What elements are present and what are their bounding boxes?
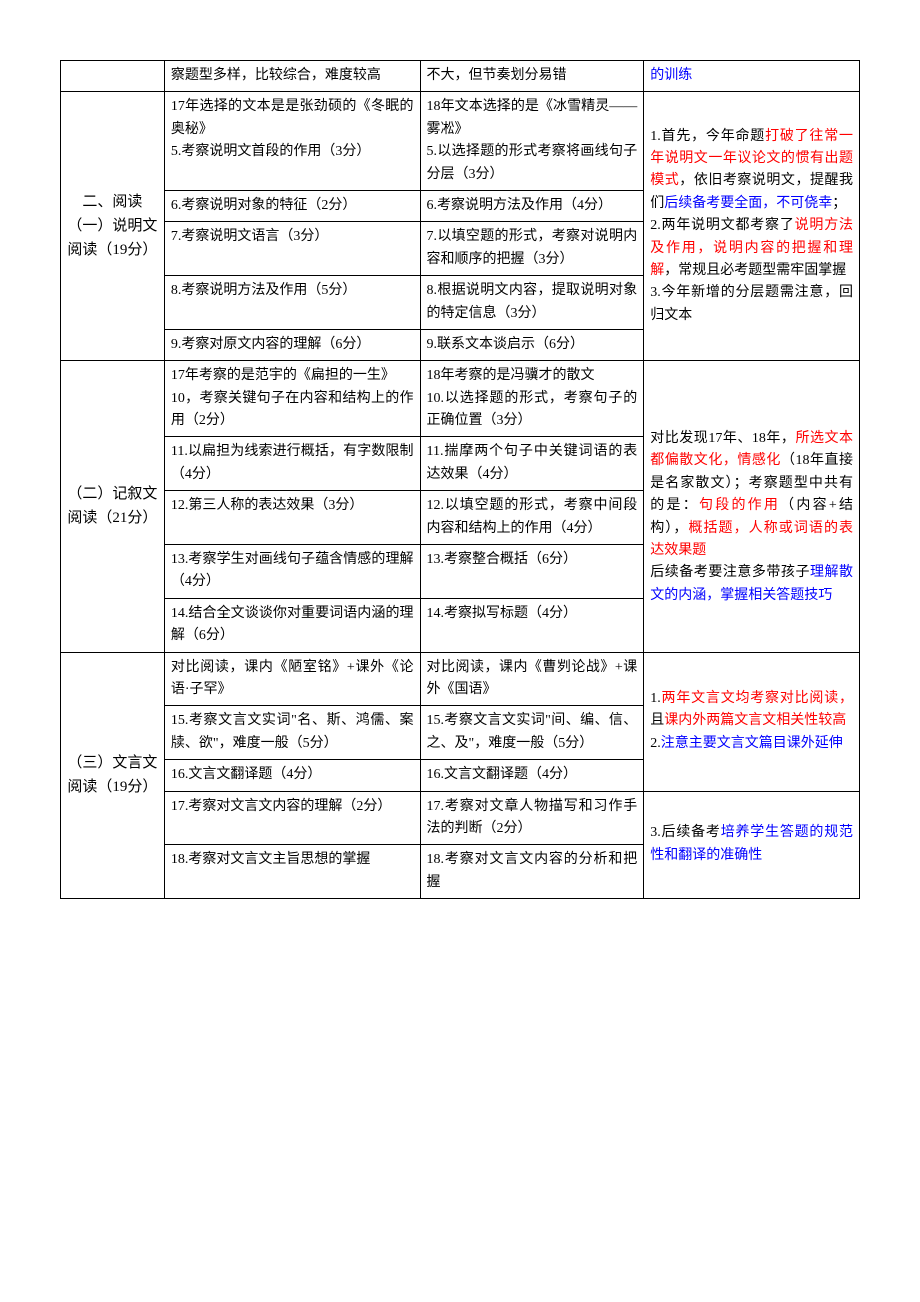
cell-2018: 14.考察拟写标题（4分） (420, 598, 644, 652)
cell-2018: 9.联系文本谈启示（6分） (420, 329, 644, 360)
cell-2018: 不大，但节奏划分易错 (420, 61, 644, 92)
t: 课内外两篇文言文相关性较高 (664, 713, 846, 728)
table-row: 察题型多样，比较综合，难度较高 不大，但节奏划分易错 的训练 (61, 61, 860, 92)
cell-2017: 9.考察对原文内容的理解（6分） (164, 329, 420, 360)
cell-2017: 18.考察对文言文主旨思想的掌握 (164, 845, 420, 899)
t: 2. (650, 736, 661, 751)
t: 1. (650, 691, 661, 706)
cell-comment: 对比发现17年、18年，所选文本都偏散文化，情感化（18年直接是名家散文）；考察… (644, 361, 860, 652)
t: 3.后续备考 (650, 825, 720, 840)
cell-2017: 11.以扁担为线索进行概括，有字数限制（4分） (164, 437, 420, 491)
section-label: 二、阅读（一）说明文阅读（19分） (61, 92, 165, 361)
cell-2018: 6.考察说明方法及作用（4分） (420, 190, 644, 221)
section-label: （二）记叙文阅读（21分） (61, 361, 165, 652)
section-label: （三）文言文阅读（19分） (61, 652, 165, 899)
cell-2017: 17.考察对文言文内容的理解（2分） (164, 791, 420, 845)
cell-2018: 18年考察的是冯骥才的散文 10.以选择题的形式，考察句子的正确位置（3分） (420, 361, 644, 437)
cell-2017: 对比阅读，课内《陋室铭》+课外《论语·子罕》 (164, 652, 420, 706)
t: ； (832, 196, 846, 211)
cell-2017: 12.第三人称的表达效果（3分） (164, 491, 420, 545)
t: 且 (650, 713, 664, 728)
cell-2018: 对比阅读，课内《曹刿论战》+课外《国语》 (420, 652, 644, 706)
cell-2018: 18.考察对文言文内容的分析和把握 (420, 845, 644, 899)
cell-2018: 16.文言文翻译题（4分） (420, 760, 644, 791)
t: ，常规且必考题型需牢固掌握 (664, 263, 846, 278)
cell-2018: 11.揣摩两个句子中关键词语的表达效果（4分） (420, 437, 644, 491)
comment-text: 的训练 (650, 68, 692, 83)
cell-2017: 6.考察说明对象的特征（2分） (164, 190, 420, 221)
cell-2017: 17年考察的是范宇的《扁担的一生》 10，考察关键句子在内容和结构上的作用（2分… (164, 361, 420, 437)
cell-2017: 8.考察说明方法及作用（5分） (164, 276, 420, 330)
t: 两年文言文均考察对比阅读， (661, 691, 853, 706)
table-row: 17.考察对文言文内容的理解（2分） 17.考察对文章人物描写和习作手法的判断（… (61, 791, 860, 845)
cell-2018: 13.考察整合概括（6分） (420, 545, 644, 599)
t: 2.两年说明文都考察了 (650, 218, 794, 233)
cell-comment: 1.两年文言文均考察对比阅读， 且课内外两篇文言文相关性较高 2.注意主要文言文篇… (644, 652, 860, 791)
cell-2017: 13.考察学生对画线句子蕴含情感的理解（4分） (164, 545, 420, 599)
cell-comment: 的训练 (644, 61, 860, 92)
cell-2017: 17年选择的文本是是张劲硕的《冬眠的奥秘》 5.考察说明文首段的作用（3分） (164, 92, 420, 191)
t: 1.首先，今年命题 (650, 129, 765, 144)
cell-2018: 7.以填空题的形式，考察对说明内容和顺序的把握（3分） (420, 222, 644, 276)
t: 句段的作用 (699, 498, 780, 513)
cell-2017: 15.考察文言文实词"名、斯、鸿儒、案牍、欲"，难度一般（5分） (164, 706, 420, 760)
cell-2017: 察题型多样，比较综合，难度较高 (164, 61, 420, 92)
cell-2018: 15.考察文言文实词"间、编、信、之、及"，难度一般（5分） (420, 706, 644, 760)
cell-comment: 3.后续备考培养学生答题的规范性和翻译的准确性 (644, 791, 860, 899)
cell-2017: 16.文言文翻译题（4分） (164, 760, 420, 791)
exam-analysis-table: 察题型多样，比较综合，难度较高 不大，但节奏划分易错 的训练 二、阅读（一）说明… (60, 60, 860, 899)
t: 后续备考要全面，不可侥幸 (664, 196, 832, 211)
cell-comment: 1.首先，今年命题打破了往常一年说明文一年议论文的惯有出题模式，依旧考察说明文，… (644, 92, 860, 361)
cell-2017: 14.结合全文谈谈你对重要词语内涵的理解（6分） (164, 598, 420, 652)
table-row: 二、阅读（一）说明文阅读（19分） 17年选择的文本是是张劲硕的《冬眠的奥秘》 … (61, 92, 860, 191)
cell-2018: 18年文本选择的是《冰雪精灵——雾凇》 5.以选择题的形式考察将画线句子分层（3… (420, 92, 644, 191)
t: 注意主要文言文篇目课外延伸 (661, 736, 843, 751)
t: 3.今年新增的分层题需注意，回归文本 (650, 285, 853, 322)
cell-2018: 17.考察对文章人物描写和习作手法的判断（2分） (420, 791, 644, 845)
t: 对比发现17年、18年， (650, 431, 795, 446)
section-cell-empty (61, 61, 165, 92)
table-row: （二）记叙文阅读（21分） 17年考察的是范宇的《扁担的一生》 10，考察关键句… (61, 361, 860, 437)
cell-2018: 8.根据说明文内容，提取说明对象的特定信息（3分） (420, 276, 644, 330)
table-row: （三）文言文阅读（19分） 对比阅读，课内《陋室铭》+课外《论语·子罕》 对比阅… (61, 652, 860, 706)
t: 后续备考要注意多带孩子 (650, 565, 810, 580)
cell-2017: 7.考察说明文语言（3分） (164, 222, 420, 276)
cell-2018: 12.以填空题的形式，考察中间段内容和结构上的作用（4分） (420, 491, 644, 545)
